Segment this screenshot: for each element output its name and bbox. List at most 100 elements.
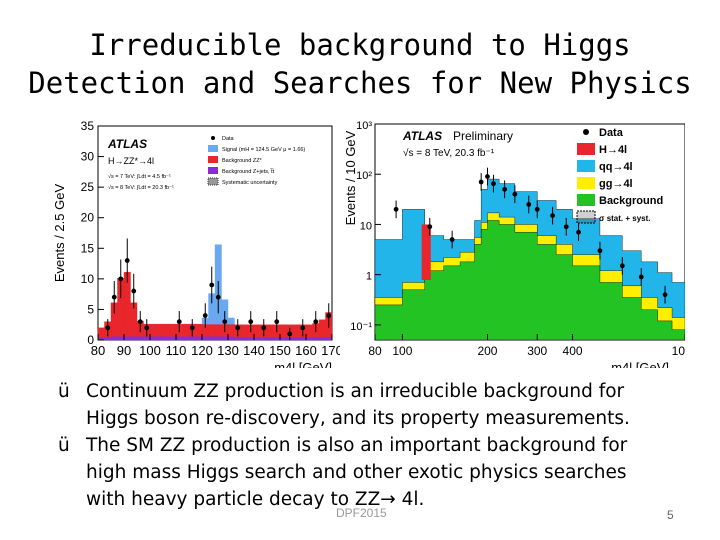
legend-label: Background ZZ* [222,158,263,164]
data-point [597,241,603,260]
x-tick-label: 1000 [672,344,685,358]
data-point [449,230,455,249]
x-tick-label: 400 [563,344,583,358]
x-tick-label: 160 [295,343,317,358]
legend-entry: qq→4l [577,160,633,173]
bar-background [149,323,157,337]
legend-label: gg→4l [599,178,633,190]
bar-background [195,336,203,341]
atlas-mass-peak-plot: 80 90 100 110 120 130 140 150 160 170 0 5 10 15 20 25 30… [52,119,340,368]
bar-background [240,324,248,338]
area-background [374,220,685,341]
y-tick-label: 20 [81,211,95,225]
bar-background [247,336,255,341]
y-tick-label: 10³ [356,120,372,132]
x-tick-label: 300 [527,344,547,358]
y-axis-label: Events / 10 GeV [345,130,358,225]
bar-background [149,336,157,341]
legend-label: Background [599,195,663,207]
slide-title: Irreducible background to Higgs Detectio… [0,26,720,102]
data-point [176,311,182,333]
lumi-label: √s = 7 TeV: ∫Ldt = 4.5 fb⁻¹ [108,173,171,180]
x-tick-label: 80 [368,344,382,358]
legend-label: qq→4l [599,161,633,173]
x-tick-label: 90 [117,343,131,358]
data-point [502,180,508,199]
bar-background [182,323,190,337]
bar-background [169,336,177,341]
legend-entry: Systematic uncertainty [207,177,278,186]
bar-background [123,336,131,341]
bullet-list: ü Continuum ZZ production is an irreduci… [58,378,678,513]
bar-background [208,336,216,341]
legend-label: Data [222,136,235,142]
bar-background [201,336,209,341]
x-tick-label: 150 [269,343,291,358]
data-point [526,195,532,214]
bar-background [305,336,313,341]
bar-background [110,336,118,341]
data-point [261,319,267,337]
bullet-text-line: Continuum ZZ production is an irreducibl… [86,381,625,402]
legend-label: Signal (mH = 124.5 GeV μ = 1.66) [222,147,305,153]
x-axis-label: m4l [GeV] [274,360,332,368]
x-axis-label: m4l [GeV] [611,360,669,368]
atlas-log-mass-plot: 80 100 200 300 400 1000 10³ 10² 10 1 10⁻¹ Events / … [345,120,685,368]
y-tick-label: 10⁻¹ [350,321,372,333]
y-tick-label: 10 [360,220,372,232]
bar-background [188,336,196,341]
legend-entry: Background ZZ* [208,156,263,164]
x-tick-label: 130 [217,343,239,358]
bar-background [325,336,333,341]
y-tick-label: 10 [81,272,95,286]
lumi-label: √s = 8 TeV: ∫Ldt = 20.3 fb⁻¹ [108,184,174,191]
x-tick-label: 100 [139,343,161,358]
data-point [427,217,433,236]
legend-entry: gg→4l [577,177,633,190]
bar-background [162,323,170,337]
data-point [235,319,241,337]
bullet-text-line: high mass Higgs search and other exotic … [86,462,627,483]
data-point [137,311,143,333]
x-tick-label: 100 [392,344,412,358]
bar-background [253,324,261,338]
data-point [215,281,221,314]
bar-background [273,336,281,341]
bar-background [156,323,164,337]
data-point [619,256,625,275]
bar-background [260,336,268,341]
x-tick-label: 80 [91,343,105,358]
bar-background [266,336,274,341]
y-tick-label: 10² [356,170,372,182]
y-tick-label: 5 [87,302,94,316]
preliminary-label: Preliminary [453,129,513,143]
bar-background [221,336,229,341]
title-line-2: Detection and Searches for New Physics [28,66,692,100]
data-point [105,319,111,337]
bar-background [312,336,320,341]
data-point [534,200,540,219]
legend-label: Systematic uncertainty [222,180,278,186]
bar-background [104,336,112,341]
bar-signal [227,317,235,325]
data-point [478,173,484,191]
data-point [274,311,280,333]
bar-background [279,324,287,338]
bar-background [130,336,138,341]
bar-background [299,336,307,341]
x-tick-label: 110 [166,343,187,358]
data-point [662,285,668,304]
bar-background [305,324,313,338]
bar-background [143,336,151,341]
y-tick-label: 0 [87,333,94,347]
bullet-text-line: The SM ZZ production is also an importan… [86,435,628,456]
bar-background [214,336,222,341]
bullet-item: ü Continuum ZZ production is an irreduci… [58,378,678,432]
data-point [300,319,306,337]
data-point [118,259,124,299]
checkmark-icon: ü [58,435,70,456]
bar-background [318,319,326,338]
bar-background [208,323,216,337]
data-point [287,327,293,340]
x-tick-label: 140 [243,343,265,358]
